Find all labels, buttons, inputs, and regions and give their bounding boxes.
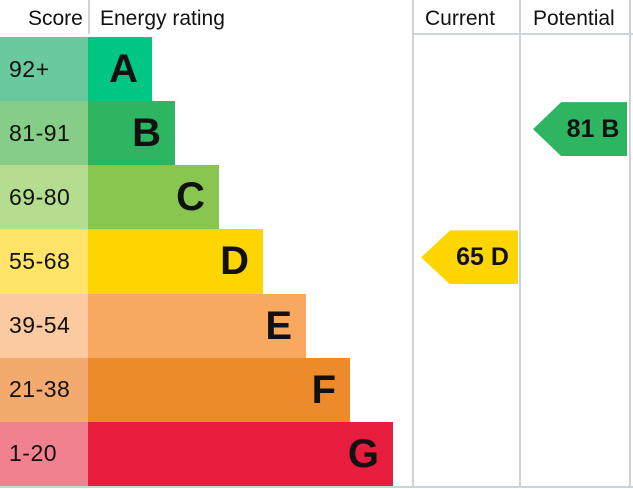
band-letter: B (132, 111, 161, 156)
rating-bar: E (88, 293, 306, 358)
band-letter: C (176, 175, 205, 220)
potential-column-divider (519, 0, 521, 486)
current-rating-label: 65 D (456, 242, 509, 271)
band-row-d: 55-68 D (0, 229, 413, 294)
score-range-label: 92+ (9, 55, 50, 82)
band-letter: E (265, 303, 292, 348)
band-row-a: 92+ A (0, 37, 413, 102)
band-letter: G (347, 431, 379, 476)
header-potential-label: Potential (533, 7, 615, 30)
score-cell: 92+ (0, 37, 88, 102)
potential-rating-label: 81 B (566, 114, 620, 143)
score-range-label: 81-91 (9, 119, 71, 146)
band-letter: D (220, 239, 249, 284)
header-score-label: Score (28, 7, 83, 30)
rating-bar: C (88, 165, 219, 230)
score-cell: 69-80 (0, 165, 88, 230)
rating-bar: F (88, 357, 350, 422)
current-column-divider (412, 0, 414, 486)
score-cell: 39-54 (0, 293, 88, 358)
potential-rating-arrow: 81 B (533, 102, 627, 157)
rating-bar: A (88, 37, 152, 102)
score-range-label: 21-38 (9, 376, 71, 403)
score-cell: 21-38 (0, 357, 88, 422)
band-row-g: 1-20 G (0, 421, 413, 486)
rating-bar: G (88, 421, 393, 486)
band-row-b: 81-91 B (0, 101, 413, 166)
header-underline (413, 33, 633, 35)
score-cell: 55-68 (0, 229, 88, 294)
score-range-label: 69-80 (9, 183, 71, 210)
rating-bar: D (88, 229, 263, 294)
current-rating-arrow: 65 D (421, 230, 518, 285)
band-letter: F (311, 367, 336, 412)
rating-bar: B (88, 101, 175, 166)
rating-bands: 92+ A 81-91 B 69-80 C 55-68 (0, 37, 413, 486)
score-range-label: 55-68 (9, 247, 71, 274)
score-range-label: 39-54 (9, 312, 71, 339)
header-current-label: Current (425, 7, 496, 30)
header-energy-rating-label: Energy rating (100, 7, 225, 30)
band-row-f: 21-38 F (0, 357, 413, 422)
band-row-e: 39-54 E (0, 293, 413, 358)
score-cell: 81-91 (0, 101, 88, 166)
score-range-label: 1-20 (9, 440, 58, 467)
chart-bottom-border (0, 486, 633, 488)
band-letter: A (109, 47, 138, 92)
band-row-c: 69-80 C (0, 165, 413, 230)
score-column-divider (88, 0, 90, 34)
chart-right-border (629, 0, 631, 486)
score-cell: 1-20 (0, 421, 88, 486)
